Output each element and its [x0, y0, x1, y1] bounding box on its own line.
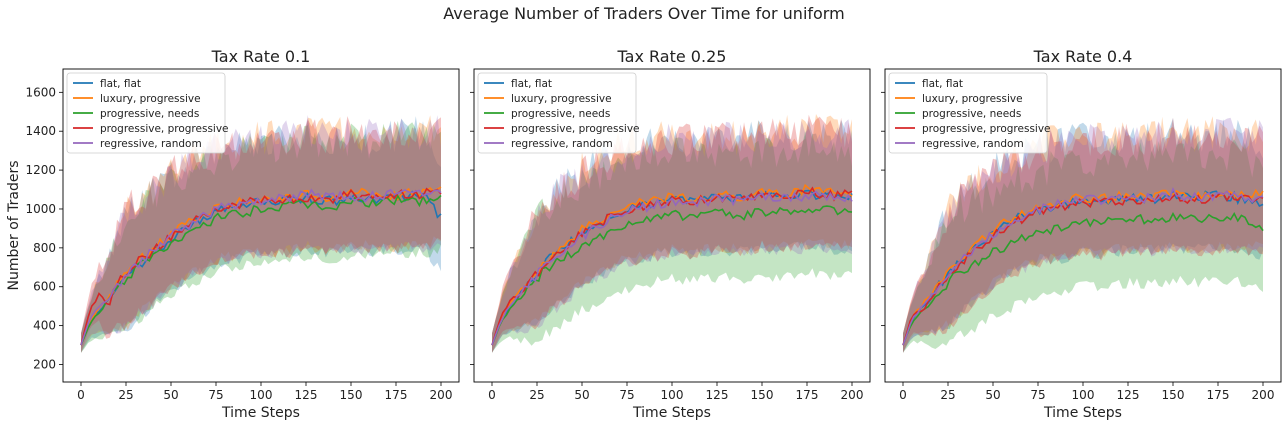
band-regressive-random	[492, 119, 852, 353]
y-tick-label: 1600	[25, 85, 56, 99]
legend-label: progressive, needs	[100, 108, 199, 120]
legend-label: regressive, random	[511, 138, 613, 150]
x-tick-label: 100	[250, 388, 273, 402]
series-line-progressive-needs	[902, 211, 1264, 346]
panel-title: Tax Rate 0.1	[211, 47, 311, 66]
legend-label: regressive, random	[922, 138, 1024, 150]
x-tick-label: 50	[574, 388, 589, 402]
x-axis-label: Time Steps	[1043, 405, 1122, 421]
series-line-regressive-random	[491, 190, 853, 346]
band-luxury-progressive	[492, 114, 852, 353]
x-tick-label: 25	[118, 388, 133, 402]
y-tick-label: 1400	[25, 124, 56, 138]
legend-label: flat, flat	[100, 78, 141, 90]
band-luxury-progressive	[903, 116, 1263, 353]
legend-label: luxury, progressive	[100, 93, 201, 105]
x-tick-label: 0	[488, 388, 496, 402]
plot-area	[902, 116, 1264, 353]
band-luxury-progressive	[81, 115, 441, 353]
series-line-regressive-random	[902, 187, 1264, 346]
plot-area	[80, 115, 442, 353]
series-line-progressive-progressive	[902, 192, 1264, 346]
x-tick-label: 200	[1252, 388, 1275, 402]
x-tick-label: 50	[985, 388, 1000, 402]
x-tick-label: 200	[430, 388, 453, 402]
series-line-regressive-random	[80, 188, 442, 346]
series-line-luxury-progressive	[491, 183, 853, 346]
band-regressive-random	[903, 117, 1263, 353]
y-tick-label: 1200	[25, 163, 56, 177]
y-tick-label: 600	[33, 280, 56, 294]
legend: flat, flat luxury, progressive progressive…	[888, 72, 1051, 154]
plot-area	[491, 114, 853, 353]
chart-panel-2: 0 25 50 75 100 125 150 175 200 Tax Rate 0.25 Time …	[470, 47, 871, 421]
legend-label: flat, flat	[922, 78, 963, 90]
legend-label: progressive, needs	[922, 108, 1021, 120]
band-progressive-needs	[492, 130, 852, 353]
band-progressive-progressive	[903, 117, 1263, 353]
legend-label: progressive, needs	[511, 108, 610, 120]
legend-label: progressive, progressive	[511, 123, 640, 135]
y-tick-label: 200	[33, 358, 56, 372]
x-tick-label: 0	[77, 388, 85, 402]
legend: flat, flat luxury, progressive progressive…	[477, 72, 640, 154]
x-tick-label: 100	[661, 388, 684, 402]
x-tick-label: 200	[841, 388, 864, 402]
legend-box	[477, 72, 637, 154]
legend-label: flat, flat	[511, 78, 552, 90]
y-tick-label: 800	[33, 241, 56, 255]
x-tick-label: 175	[385, 388, 408, 402]
x-axis-label: Time Steps	[221, 405, 300, 421]
band-flat-flat	[492, 120, 852, 353]
legend-label: progressive, progressive	[922, 123, 1051, 135]
x-tick-label: 125	[706, 388, 729, 402]
figure-title: Average Number of Traders Over Time for …	[443, 4, 845, 23]
x-tick-label: 150	[340, 388, 363, 402]
legend-box	[888, 72, 1048, 154]
band-regressive-random	[81, 115, 441, 353]
series-line-progressive-needs	[491, 205, 853, 346]
y-tick-label: 400	[33, 319, 56, 333]
x-tick-label: 175	[1207, 388, 1230, 402]
chart-panel-1: 0 25 50 75 100 125 150 175 200 200 400 600 800 1000 12…	[6, 47, 460, 421]
y-tick-label: 1000	[25, 202, 56, 216]
legend: flat, flat luxury, progressive progressive…	[66, 72, 229, 154]
x-tick-label: 0	[899, 388, 907, 402]
x-tick-label: 75	[1030, 388, 1045, 402]
panel-title: Tax Rate 0.25	[617, 47, 727, 66]
x-tick-label: 50	[163, 388, 178, 402]
band-progressive-progressive	[492, 114, 852, 353]
legend-label: regressive, random	[100, 138, 202, 150]
chart-panel-3: 0 25 50 75 100 125 150 175 200 Tax Rate 0.4 Time S…	[881, 47, 1282, 421]
band-progressive-needs	[81, 120, 441, 353]
band-progressive-progressive	[81, 116, 441, 353]
x-tick-label: 125	[1117, 388, 1140, 402]
band-flat-flat	[81, 116, 441, 353]
legend-label: luxury, progressive	[511, 93, 612, 105]
x-tick-label: 150	[751, 388, 774, 402]
x-axis-label: Time Steps	[632, 405, 711, 421]
x-tick-label: 25	[940, 388, 955, 402]
legend-label: progressive, progressive	[100, 123, 229, 135]
x-tick-label: 75	[208, 388, 223, 402]
x-tick-label: 150	[1162, 388, 1185, 402]
legend-label: luxury, progressive	[922, 93, 1023, 105]
legend-box	[66, 72, 226, 154]
series-line-luxury-progressive	[80, 186, 442, 346]
x-tick-label: 75	[619, 388, 634, 402]
series-line-luxury-progressive	[902, 188, 1264, 346]
x-tick-label: 100	[1072, 388, 1095, 402]
band-flat-flat	[903, 118, 1263, 353]
y-axis-label: Number of Traders	[6, 160, 22, 290]
panel-title: Tax Rate 0.4	[1033, 47, 1133, 66]
x-tick-label: 175	[796, 388, 819, 402]
x-tick-label: 125	[295, 388, 318, 402]
x-tick-label: 25	[529, 388, 544, 402]
